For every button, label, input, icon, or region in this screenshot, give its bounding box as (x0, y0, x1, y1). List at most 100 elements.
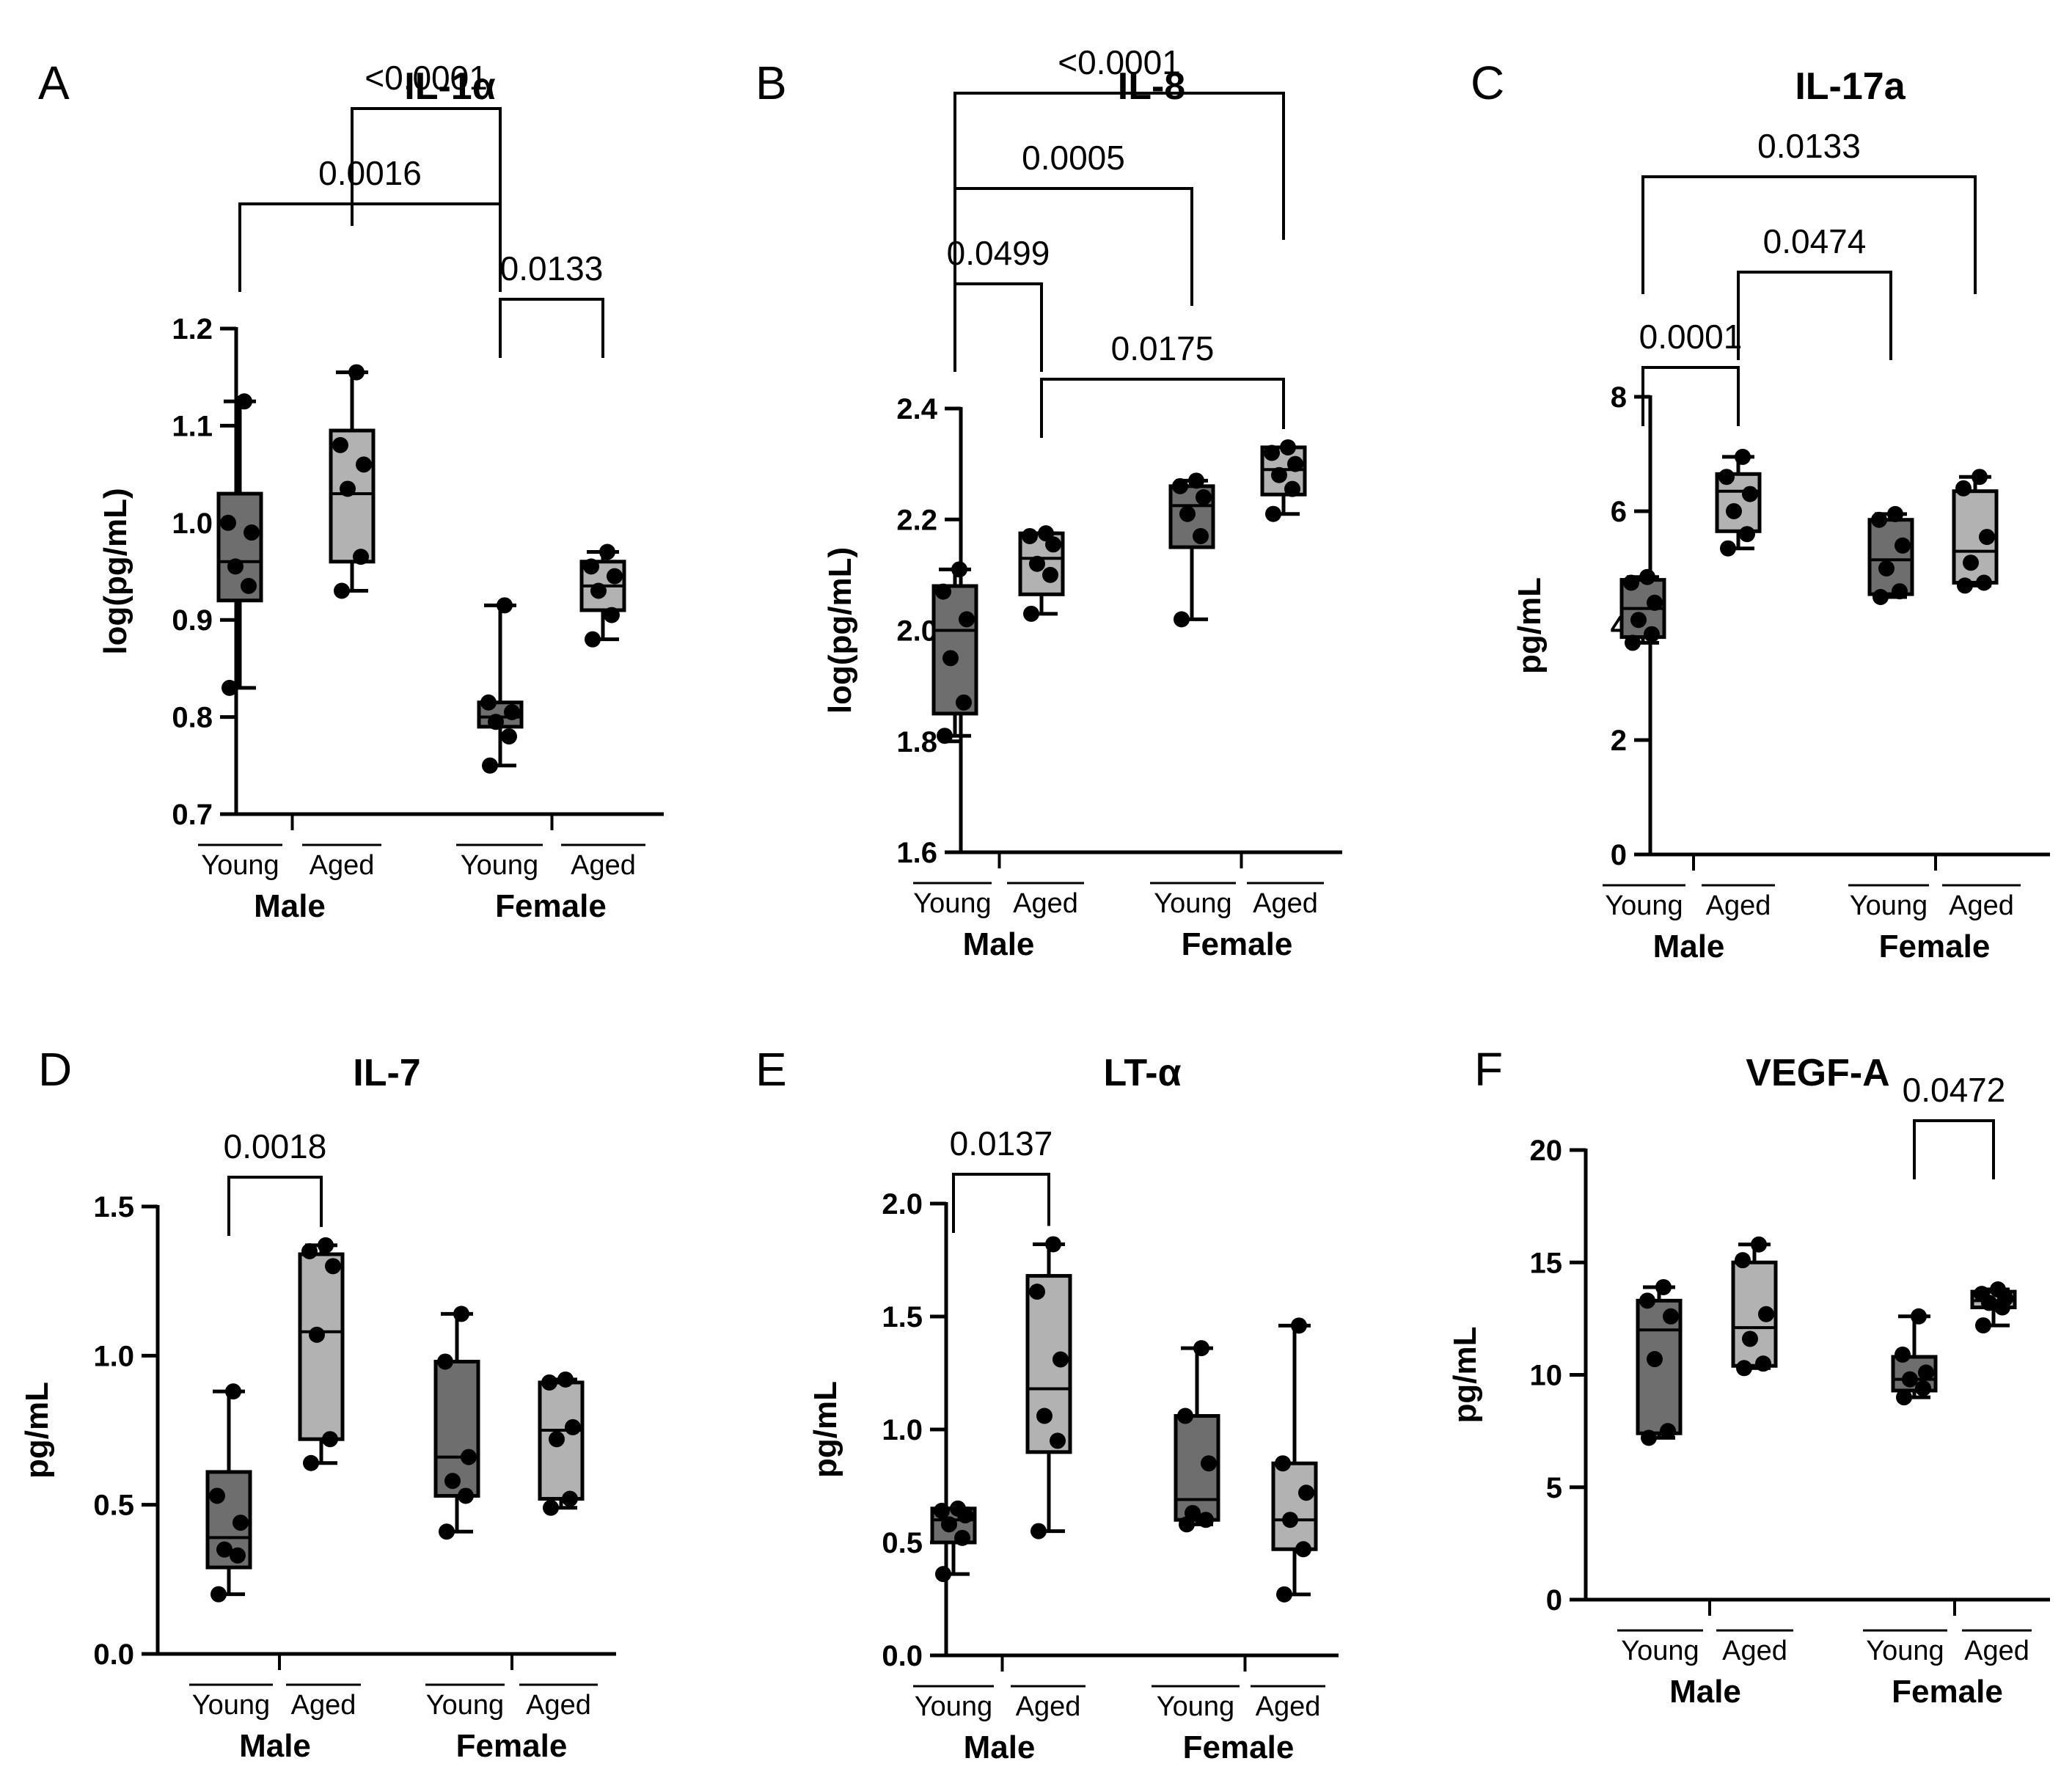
data-point (607, 568, 623, 585)
data-point (604, 607, 620, 623)
bracket-line (953, 282, 1043, 372)
data-point (590, 582, 607, 599)
p-value-label: 0.0016 (318, 154, 422, 192)
y-tick-label: 2.4 (896, 393, 937, 425)
box-young-male (1636, 1278, 1683, 1446)
y-axis-label: pg/mL (808, 1381, 843, 1478)
panel-title: IL-1α (404, 65, 495, 108)
panel-title: IL-7 (353, 1052, 420, 1094)
group-label: Young (1866, 1636, 1944, 1666)
data-point (1896, 1389, 1912, 1406)
group-label: Young (915, 1691, 992, 1722)
bracket-line (953, 187, 1193, 306)
y-tick-label: 0.0 (93, 1639, 134, 1671)
y-tick-label: 1.5 (882, 1301, 923, 1333)
panel-title: VEGF-A (1746, 1052, 1889, 1094)
group-label: Young (1157, 1691, 1234, 1722)
data-point (461, 1449, 477, 1465)
data-point (318, 1237, 334, 1253)
data-point (497, 597, 513, 614)
box-iqr (931, 584, 978, 716)
box-aged-female (1271, 1317, 1318, 1603)
significance-bracket: 0.0001 (1639, 318, 1743, 426)
data-point (334, 582, 350, 599)
box-young-male (1619, 568, 1666, 651)
data-point (241, 577, 257, 594)
data-point (1887, 505, 1903, 522)
box-aged-female (1260, 439, 1307, 522)
y-tick-label: 1.8 (896, 726, 937, 758)
y-axis-label: log(pg/mL) (822, 547, 858, 714)
box-aged-female (579, 543, 626, 648)
box-iqr (298, 1252, 345, 1441)
box-iqr (1867, 518, 1914, 596)
box-young-male (205, 1383, 252, 1603)
y-tick-label: 0 (1546, 1584, 1562, 1617)
y-tick-label: 0.8 (172, 702, 213, 734)
data-point (1758, 1306, 1774, 1322)
y-tick-label: 2.2 (896, 504, 937, 536)
bracket-line (1040, 378, 1285, 438)
y-tick-label: 1.1 (172, 410, 213, 442)
box-aged-male (1025, 1236, 1072, 1539)
y-tick-label: 1.0 (93, 1340, 134, 1372)
data-point (1720, 540, 1736, 557)
data-point (1193, 527, 1209, 544)
data-point (1287, 455, 1303, 472)
data-point (1172, 477, 1188, 494)
p-value-label: 0.0018 (224, 1127, 327, 1165)
data-point (301, 1243, 318, 1259)
panel-a: A IL-1α 0.7 0.8 0.9 1.0 1.1 1.2 log(pg/mL) Young A… (38, 56, 664, 924)
y-tick-label: 1.6 (896, 837, 937, 869)
data-point (1639, 1292, 1655, 1309)
data-point (942, 650, 959, 667)
data-point (599, 543, 615, 560)
data-point (1036, 1407, 1053, 1424)
data-point (230, 1547, 246, 1564)
significance-bracket: 0.0499 (947, 234, 1050, 372)
group-label: Aged (310, 850, 375, 881)
y-axis-label: pg/mL (1447, 1327, 1483, 1424)
box-aged-male (1731, 1236, 1778, 1377)
data-point (1663, 1308, 1679, 1325)
data-point (1647, 594, 1663, 611)
sex-label: Female (1892, 1674, 2003, 1710)
sex-label: Female (1183, 1729, 1295, 1765)
sex-label: Male (1669, 1674, 1741, 1710)
data-point (954, 1529, 970, 1546)
significance-bracket: 0.0175 (1040, 329, 1285, 438)
y-axis-label: pg/mL (1512, 577, 1548, 674)
group-label: Aged (1013, 888, 1078, 919)
data-point (950, 1500, 966, 1517)
box-iqr (1025, 1274, 1072, 1454)
group-label: Young (192, 1690, 270, 1721)
data-point (1641, 1429, 1657, 1446)
bracket-line (1737, 271, 1892, 360)
data-point (1739, 526, 1755, 543)
p-value-label: 0.0001 (1639, 318, 1743, 356)
y-tick-label: 10 (1530, 1360, 1563, 1392)
significance-bracket: 0.0474 (1737, 222, 1892, 360)
significance-bracket: 0.0005 (953, 139, 1193, 306)
data-point (1623, 574, 1639, 591)
group-label: Aged (1722, 1636, 1787, 1666)
data-point (1963, 554, 1979, 571)
data-point (453, 1306, 469, 1322)
box-young-male (216, 393, 263, 696)
box-young-female (477, 597, 524, 774)
y-tick-label: 0.5 (93, 1490, 134, 1522)
data-point (541, 1374, 557, 1391)
panel-label: A (38, 56, 70, 109)
data-point (309, 1326, 325, 1343)
panel-b: B IL-8 1.6 1.8 2.0 2.2 2.4 log(pg/mL) Young Aged Y… (755, 43, 1342, 962)
bracket-line (1641, 366, 1740, 426)
data-point (1295, 1541, 1311, 1558)
y-tick-label: 8 (1611, 381, 1627, 414)
data-point (1726, 503, 1742, 519)
data-point (583, 558, 599, 575)
sex-label: Female (495, 888, 607, 924)
panel-f: F VEGF-A 0 5 10 15 20 pg/mL Young Aged Young Aged Ma… (1447, 1043, 2050, 1710)
data-point (1038, 525, 1054, 542)
data-point (1878, 560, 1895, 576)
group-label: Aged (1949, 890, 2014, 921)
